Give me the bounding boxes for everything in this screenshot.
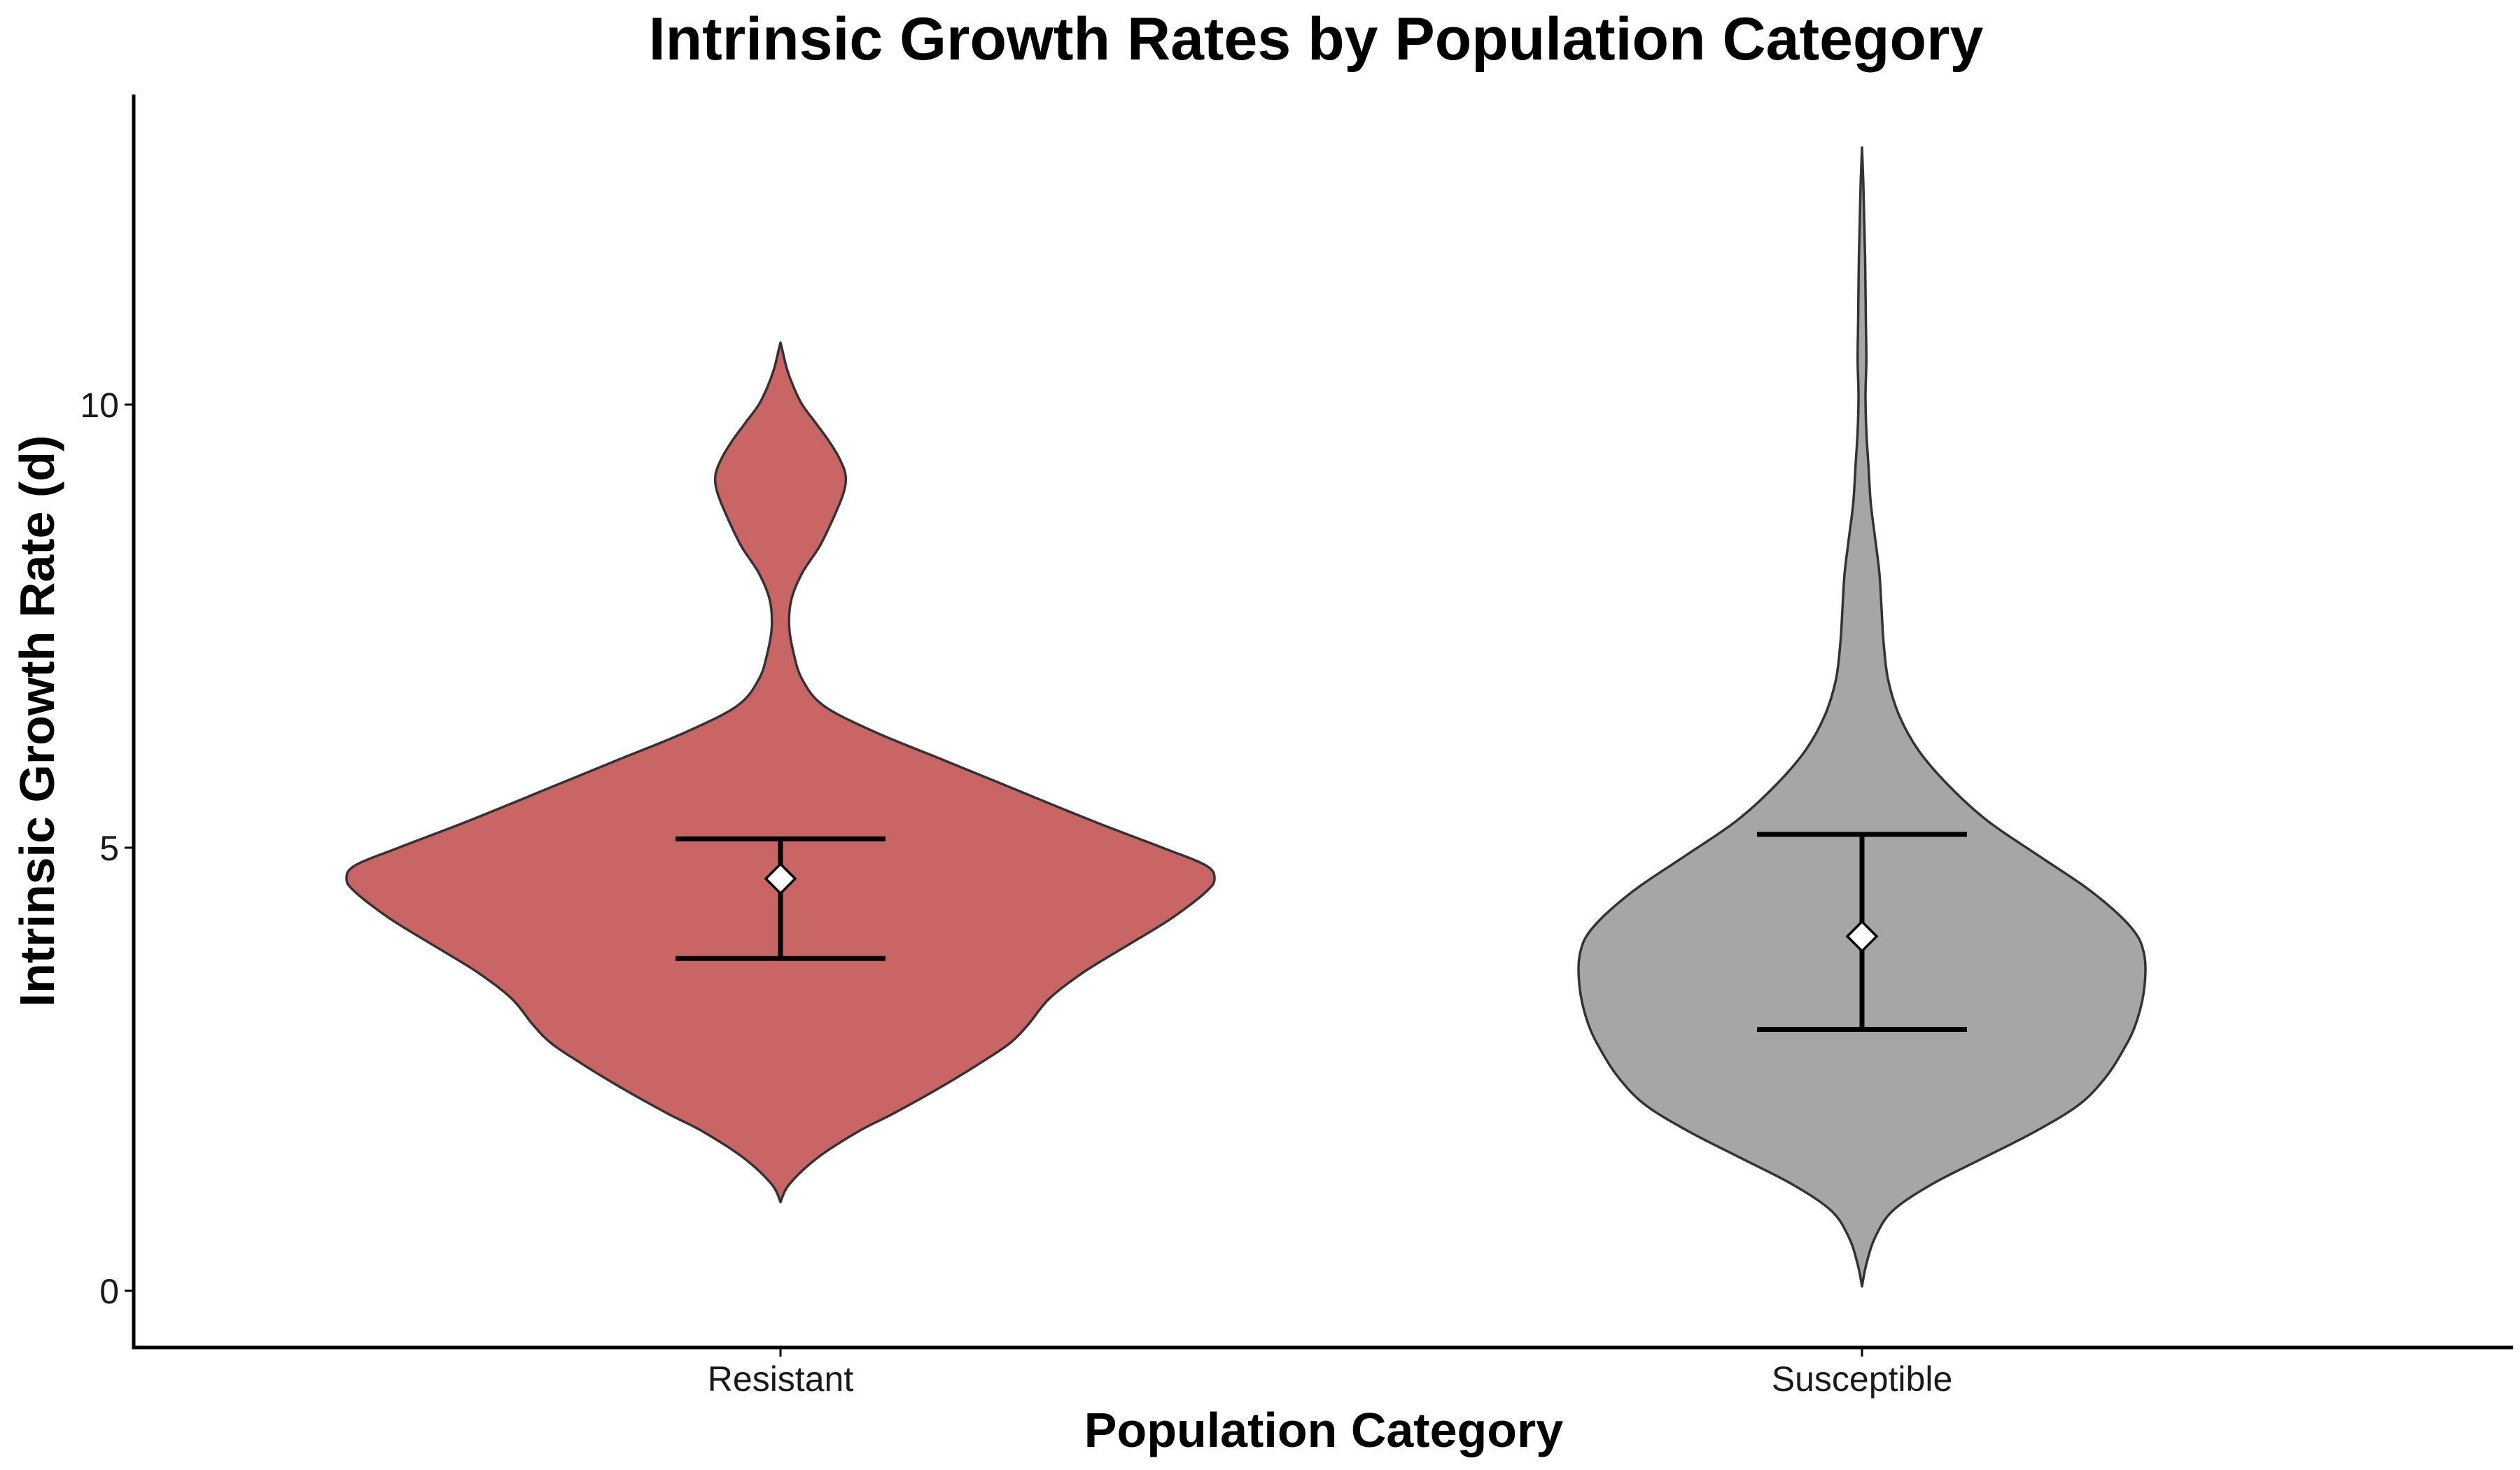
mean-marker-resistant bbox=[764, 862, 797, 895]
chart-title: Intrinsic Growth Rates by Population Cat… bbox=[649, 6, 1984, 73]
y-axis-title: Intrinsic Growth Rate (d) bbox=[10, 435, 64, 1007]
x-tick-layer: Resistant Susceptible bbox=[708, 1348, 1952, 1399]
errorbar-layer bbox=[676, 832, 1967, 1032]
y-tick-label: 5 bbox=[99, 829, 119, 868]
x-tick-label: Susceptible bbox=[1772, 1359, 1953, 1399]
x-tick-label: Resistant bbox=[708, 1359, 854, 1399]
mean-marker-susceptible bbox=[1845, 920, 1879, 953]
y-tick-label: 0 bbox=[99, 1272, 119, 1311]
y-tick-label: 10 bbox=[80, 386, 119, 425]
violin-resistant bbox=[345, 341, 1216, 1204]
mean-layer bbox=[764, 862, 1879, 953]
violin-layer bbox=[345, 146, 2147, 1288]
y-tick-layer: 0 5 10 bbox=[80, 386, 134, 1311]
violin-susceptible bbox=[1577, 146, 2147, 1288]
x-axis-title: Population Category bbox=[1084, 1403, 1564, 1457]
